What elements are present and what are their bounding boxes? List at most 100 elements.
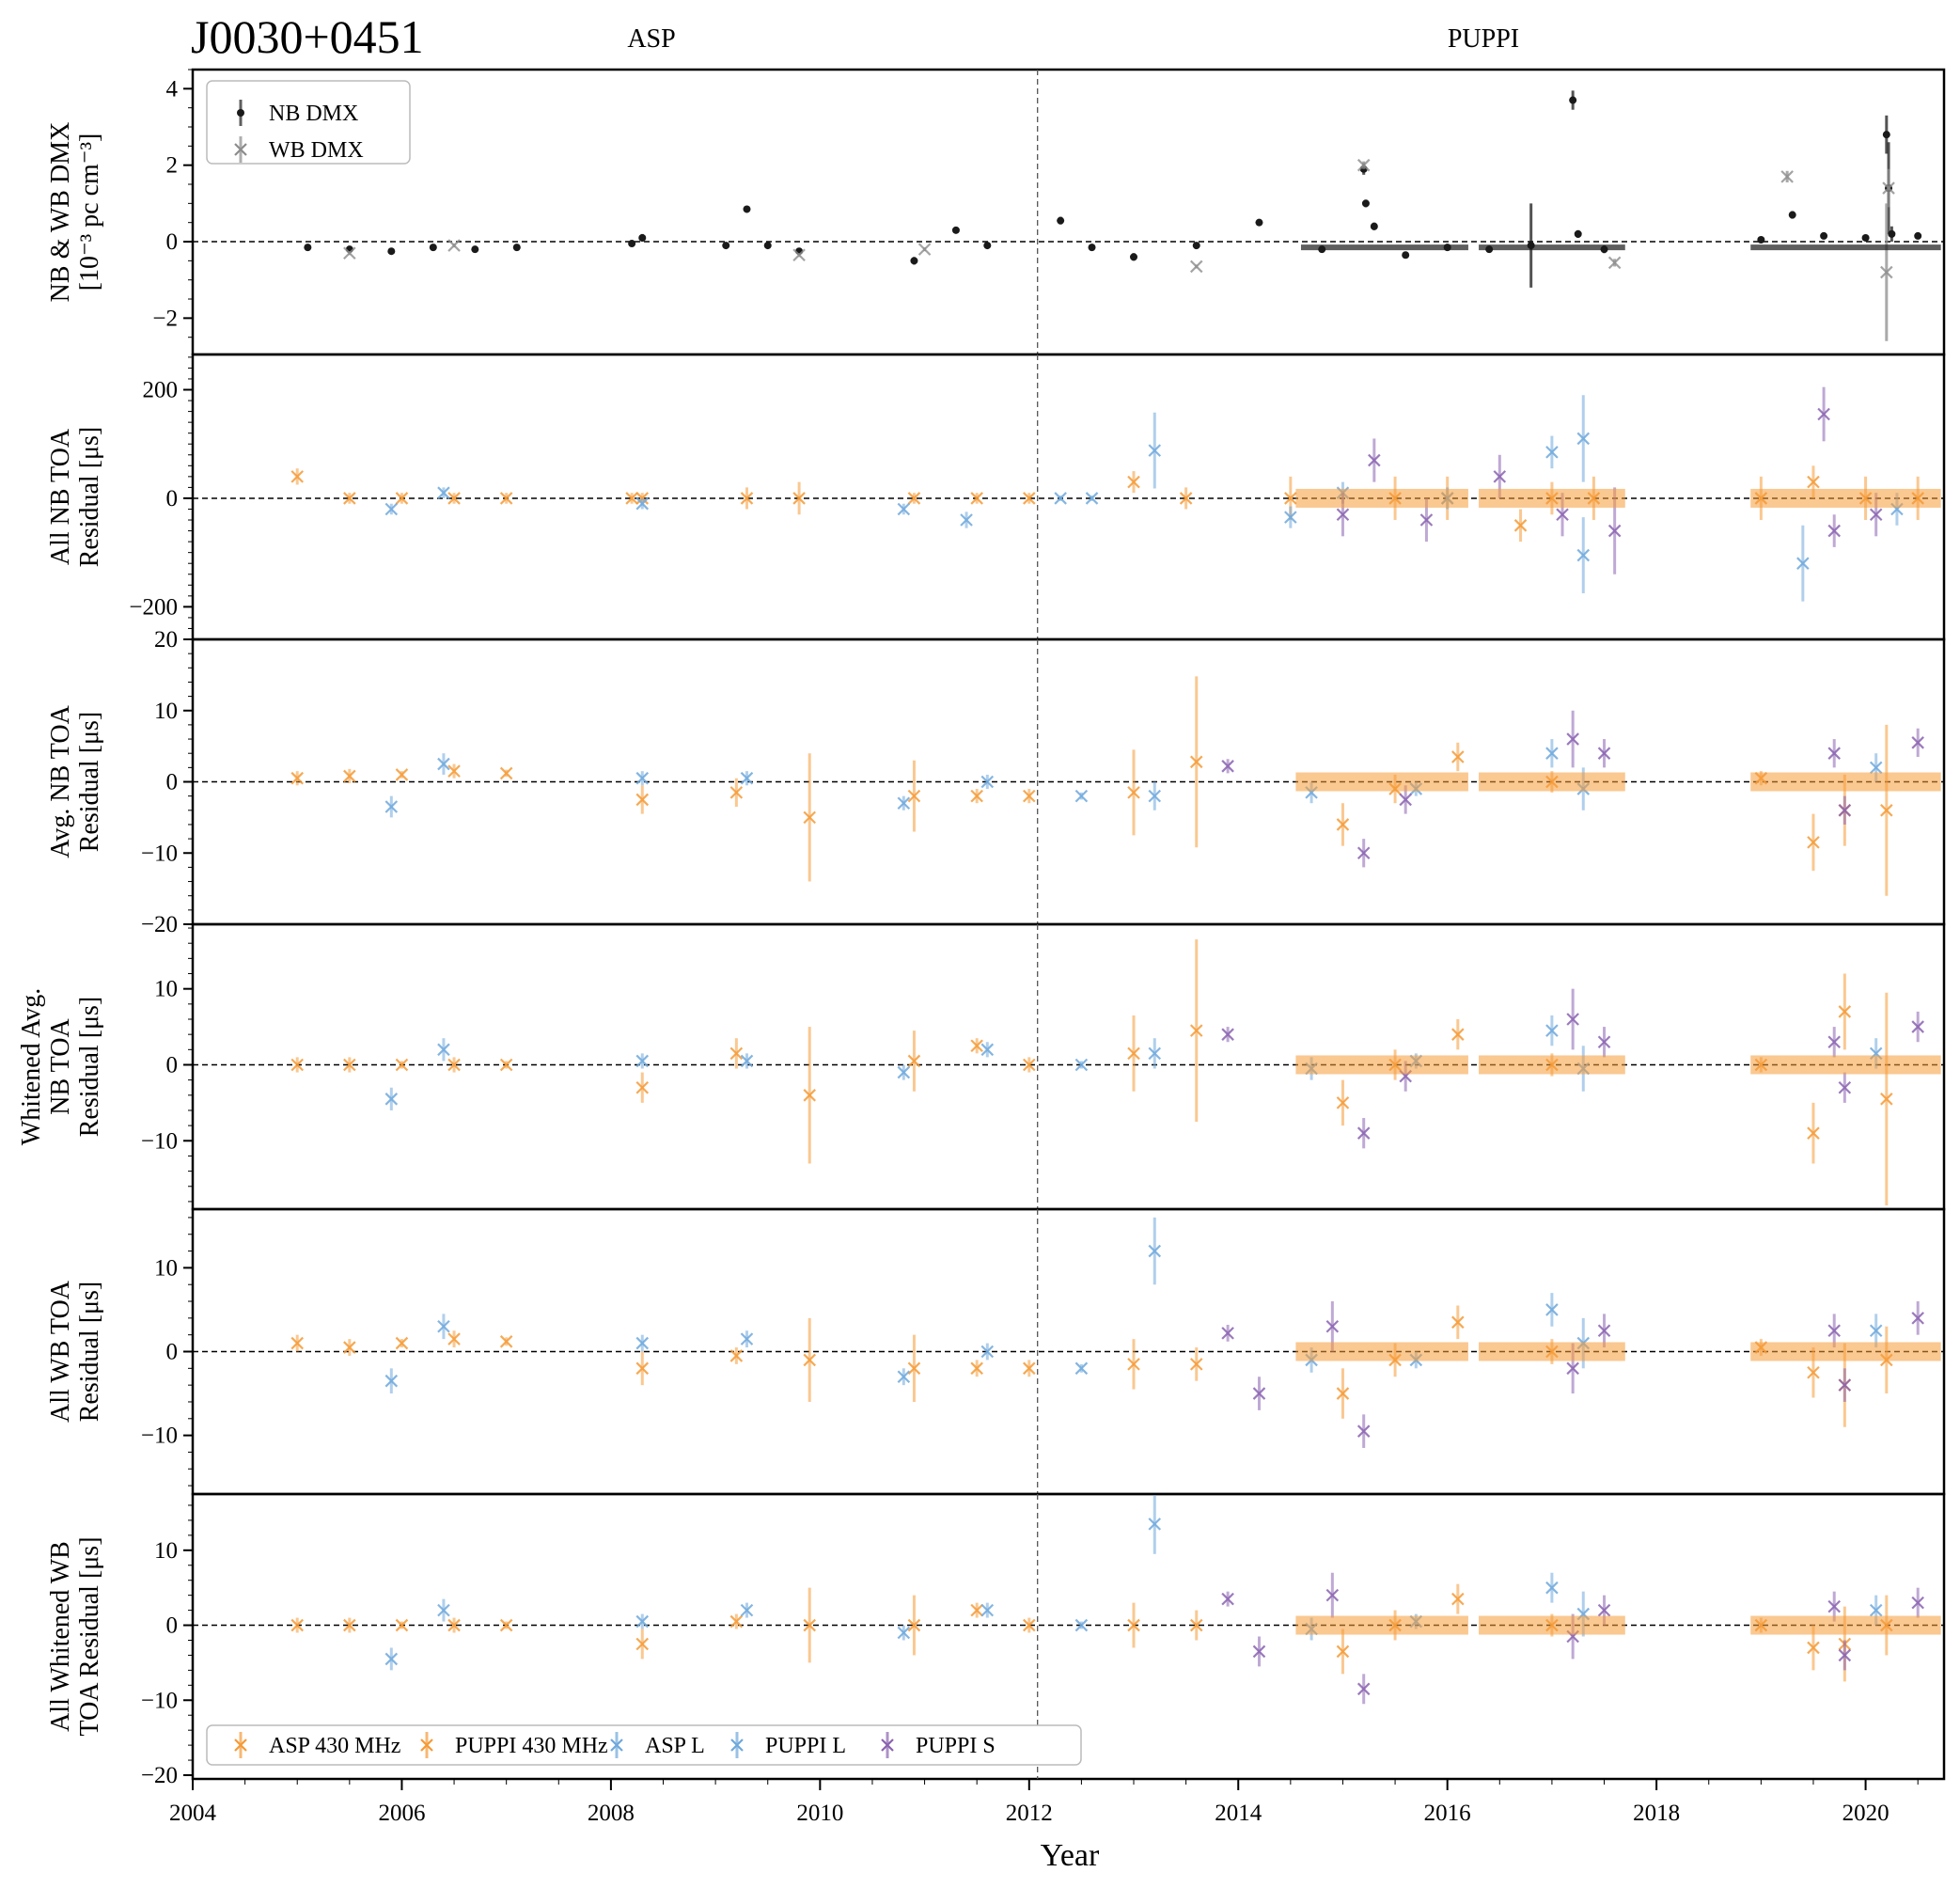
data-point bbox=[1451, 1028, 1465, 1041]
data-point bbox=[1074, 789, 1089, 803]
data-point bbox=[980, 1603, 995, 1617]
data-point bbox=[384, 1652, 399, 1666]
data-point bbox=[1869, 1603, 1883, 1617]
dense-band-segment bbox=[1479, 488, 1625, 508]
data-point bbox=[437, 486, 450, 499]
x-tick-label: 2020 bbox=[1842, 1801, 1889, 1826]
data-point bbox=[395, 768, 409, 781]
legend-label: PUPPI S bbox=[916, 1734, 996, 1758]
data-point bbox=[983, 242, 992, 250]
y-tick-label: 10 bbox=[154, 1538, 178, 1564]
data-point bbox=[343, 1618, 356, 1632]
y-tick-label: −200 bbox=[129, 594, 178, 620]
dense-band-segment bbox=[1300, 244, 1468, 251]
data-point bbox=[1336, 818, 1350, 831]
y-tick-label: 0 bbox=[166, 486, 179, 511]
data-point bbox=[1419, 513, 1434, 527]
data-point bbox=[1451, 750, 1465, 763]
data-point bbox=[729, 1046, 744, 1061]
data-point bbox=[803, 1618, 816, 1632]
dense-band bbox=[1295, 1055, 1941, 1075]
data-point bbox=[395, 1336, 409, 1350]
y-axis-label: NB & WB DMX bbox=[46, 122, 75, 303]
legend-marker bbox=[234, 143, 247, 156]
series-asp-l bbox=[384, 486, 1099, 528]
data-point bbox=[1545, 1024, 1559, 1037]
legend-item: PUPPI 430 MHz bbox=[420, 1732, 608, 1758]
data-point bbox=[290, 771, 305, 785]
data-point bbox=[512, 244, 521, 252]
data-point bbox=[1023, 492, 1036, 505]
data-point bbox=[1127, 1618, 1140, 1632]
data-point bbox=[1221, 1327, 1234, 1340]
panel-6: −20 −10 0 10 All Whitened WB TOA Residual [μs… bbox=[46, 1492, 1946, 1788]
data-point bbox=[1074, 1618, 1089, 1632]
data-point bbox=[471, 245, 479, 254]
y-tick-label: 2 bbox=[166, 153, 179, 179]
y-axis-label: NB TOA bbox=[46, 1018, 75, 1115]
data-point bbox=[803, 1089, 816, 1102]
data-point bbox=[897, 1370, 911, 1384]
series-puppi-s bbox=[1221, 1301, 1924, 1448]
data-point bbox=[395, 1058, 409, 1072]
data-point bbox=[499, 1618, 513, 1632]
data-point bbox=[1189, 1618, 1203, 1632]
legend-marker bbox=[420, 1739, 433, 1752]
data-point bbox=[1607, 256, 1622, 270]
panel-2: −200 0 200 All NB TOA Residual [μs] bbox=[46, 353, 1946, 641]
data-point bbox=[1252, 1387, 1266, 1400]
data-point bbox=[1820, 231, 1828, 240]
data-point bbox=[1451, 1315, 1465, 1329]
dense-band-segment bbox=[1750, 488, 1941, 508]
series-asp-l bbox=[384, 1314, 1089, 1394]
data-point bbox=[1189, 755, 1203, 769]
data-point bbox=[1807, 1366, 1820, 1379]
series-puppi-430-mhz bbox=[1127, 1305, 1893, 1427]
dense-band-segment bbox=[1750, 1342, 1941, 1361]
figure-title: J0030+0451 bbox=[191, 10, 424, 63]
data-point bbox=[1088, 244, 1096, 252]
data-point bbox=[447, 492, 461, 505]
data-point bbox=[1607, 524, 1622, 538]
dense-band bbox=[1295, 488, 1941, 508]
data-point bbox=[635, 496, 650, 511]
y-tick-label: 0 bbox=[166, 770, 179, 795]
data-point bbox=[743, 205, 751, 213]
data-point bbox=[499, 1335, 513, 1348]
data-point bbox=[1023, 1618, 1036, 1632]
data-point bbox=[635, 1336, 650, 1350]
legend-label: WB DMX bbox=[269, 138, 364, 163]
legend-dmx: NB DMX WB DMX bbox=[206, 80, 411, 165]
data-point bbox=[384, 1374, 399, 1388]
data-point bbox=[1861, 233, 1870, 242]
data-point bbox=[1221, 760, 1234, 773]
data-point bbox=[1074, 1361, 1089, 1376]
data-point bbox=[970, 1039, 983, 1053]
data-point bbox=[740, 1603, 754, 1617]
data-point bbox=[1780, 170, 1794, 183]
legend-label: ASP L bbox=[645, 1734, 705, 1758]
panel-3: −20 0 10 20 −10 Avg. NB TOA Residual [μs] bbox=[46, 627, 1946, 937]
data-point bbox=[1827, 1599, 1841, 1613]
legend-item: PUPPI S bbox=[881, 1732, 996, 1758]
y-axis-label: All NB TOA bbox=[46, 428, 75, 565]
dense-band-segment bbox=[1479, 1055, 1625, 1075]
data-point bbox=[1356, 1424, 1371, 1438]
series-asp-l bbox=[384, 753, 1089, 818]
data-point bbox=[1336, 1096, 1350, 1109]
series-asp-l bbox=[384, 1598, 1089, 1671]
data-point bbox=[1807, 1641, 1820, 1655]
data-point bbox=[792, 492, 806, 505]
data-point bbox=[437, 1603, 450, 1617]
data-point bbox=[499, 492, 513, 505]
dense-band-segment bbox=[1295, 1342, 1468, 1361]
data-point bbox=[740, 1332, 754, 1345]
data-point bbox=[740, 492, 754, 505]
data-point bbox=[1911, 1312, 1924, 1325]
dense-band-segment bbox=[1295, 1055, 1468, 1075]
data-point bbox=[1911, 1020, 1924, 1033]
data-point bbox=[907, 492, 921, 505]
data-point bbox=[1869, 1324, 1883, 1337]
data-point bbox=[1284, 511, 1297, 524]
